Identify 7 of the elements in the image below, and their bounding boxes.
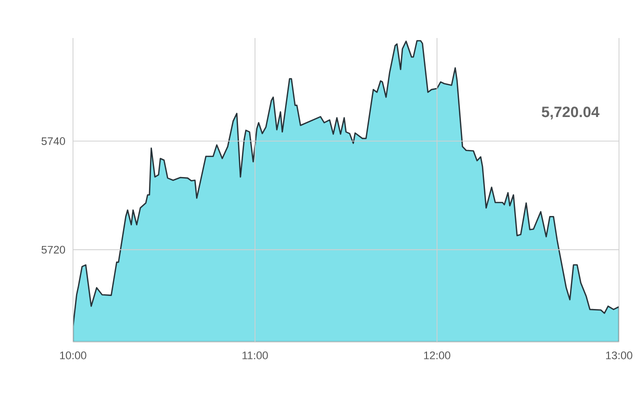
y-tick-label: 5740: [42, 137, 66, 146]
x-tick-label: 13:00: [606, 352, 632, 360]
y-tick-label: 5720: [42, 246, 66, 254]
x-tick-label: 11:00: [242, 352, 268, 360]
annotation: 5,720.04: [542, 106, 600, 120]
x-tick-label: 10:00: [60, 352, 86, 360]
x-tick-label: 12:00: [424, 352, 450, 360]
